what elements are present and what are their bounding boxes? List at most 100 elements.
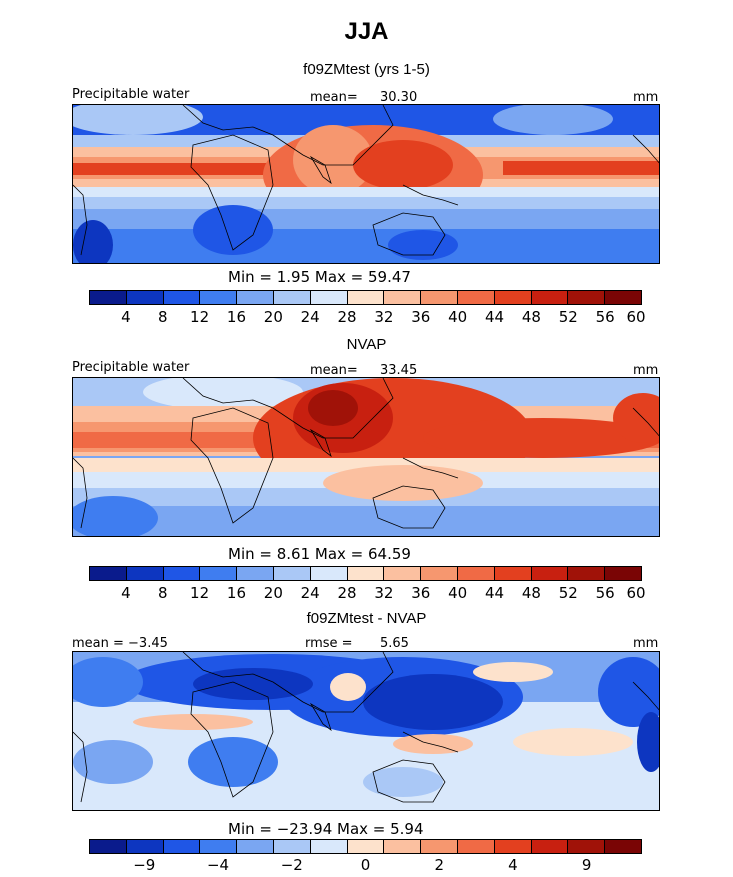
coastline-americas: [632, 681, 659, 711]
coastline-australia: [372, 212, 446, 256]
panel-3-rmse-label: rmse =: [305, 636, 353, 651]
colorbar-segment: [531, 291, 569, 304]
colorbar-tick-label: 20: [263, 584, 283, 602]
coastline-south-america: [73, 731, 88, 803]
colorbar-tick-label: 0: [360, 856, 371, 874]
panel-2-colorbar: [89, 566, 642, 581]
coastline-india: [309, 702, 332, 732]
colorbar-segment: [494, 567, 532, 580]
coastline-eurasia: [182, 105, 394, 166]
panel-3-units: mm: [633, 636, 659, 651]
panel-3-minmax: Min = −23.94 Max = 5.94: [228, 820, 424, 838]
colorbar-tick-label: 52: [558, 584, 578, 602]
panel-3-rmse-value: 5.65: [380, 636, 409, 651]
colorbar-tick-label: 16: [226, 308, 246, 326]
field-band: [73, 197, 659, 211]
field-region: [73, 657, 143, 707]
field-region: [133, 714, 253, 730]
coastline-south-america: [73, 457, 88, 529]
colorbar-segment: [384, 567, 422, 580]
panel-1-colorbar-ticks: 4 8 12 16 20 24 28 32 36 40 44 48 52 56 60: [89, 308, 646, 326]
coastline-maritime-continent: [402, 457, 459, 479]
colorbar-segment: [531, 567, 569, 580]
coastline-india: [309, 428, 332, 458]
field-region: [293, 125, 373, 195]
colorbar-tick-label: 48: [521, 308, 541, 326]
field-region: [363, 767, 443, 797]
coastline-africa: [190, 134, 274, 251]
colorbar-tick-label: 40: [448, 584, 468, 602]
colorbar-segment: [237, 840, 274, 853]
colorbar-segment: [200, 291, 238, 304]
panel-2-colorbar-ticks: 4 8 12 16 20 24 28 32 36 40 44 48 52 56 60: [89, 584, 645, 602]
colorbar-segment: [421, 567, 458, 580]
panel-2-minmax: Min = 8.61 Max = 64.59: [228, 545, 411, 563]
colorbar-tick-label: 32: [374, 584, 394, 602]
colorbar-tick-label: 24: [300, 308, 320, 326]
colorbar-segment: [457, 840, 495, 853]
panel-2-mean-value: 33.45: [380, 363, 418, 378]
field-region: [363, 674, 503, 730]
colorbar-tick-label: −4: [206, 856, 230, 874]
field-region: [613, 393, 659, 443]
colorbar-segment: [90, 840, 127, 853]
field-band: [73, 458, 659, 474]
colorbar-tick-label: 16: [226, 584, 246, 602]
panel-1-map: [72, 104, 660, 264]
field-region: [193, 668, 313, 700]
field-region: [188, 737, 278, 787]
colorbar-tick-label: 12: [190, 308, 210, 326]
field-region: [73, 740, 153, 784]
colorbar-segment: [126, 567, 164, 580]
colorbar-segment: [163, 291, 201, 304]
field-region: [73, 496, 158, 536]
coastline-south-america: [73, 184, 88, 256]
panel-1-title: f09ZMtest (yrs 1-5): [303, 61, 430, 78]
field-region: [423, 418, 659, 458]
coastline-australia: [372, 759, 446, 803]
colorbar-segment: [605, 840, 641, 853]
coastline-eurasia: [182, 652, 394, 713]
colorbar-segment: [163, 567, 201, 580]
colorbar-tick-label: 4: [508, 856, 518, 874]
colorbar-segment: [384, 291, 422, 304]
colorbar-segment: [347, 291, 385, 304]
colorbar-tick-label: 28: [337, 308, 357, 326]
field-region: [330, 673, 366, 701]
panel-2-map: [72, 377, 660, 537]
colorbar-segment: [126, 840, 164, 853]
colorbar-segment: [200, 840, 238, 853]
field-band: [503, 161, 659, 175]
field-region: [353, 140, 453, 190]
coastline-africa: [190, 407, 274, 524]
panel-2-title: NVAP: [346, 336, 387, 353]
colorbar-segment: [494, 840, 532, 853]
colorbar-tick-label: 8: [157, 584, 168, 602]
colorbar-tick-label: 12: [190, 584, 210, 602]
colorbar-tick-label: 52: [558, 308, 578, 326]
field-region: [323, 465, 483, 501]
colorbar-segment: [457, 291, 495, 304]
main-title: JJA: [344, 18, 389, 45]
colorbar-segment: [310, 567, 348, 580]
colorbar-segment: [605, 567, 641, 580]
coastline-maritime-continent: [402, 184, 459, 206]
coastline-americas: [632, 407, 659, 437]
field-region: [637, 712, 659, 772]
colorbar-tick-label: 56: [595, 308, 615, 326]
colorbar-tick-label: 8: [157, 308, 168, 326]
colorbar-tick-label: 36: [411, 584, 431, 602]
panel-2-field: [73, 378, 659, 536]
colorbar-segment: [568, 567, 606, 580]
colorbar-segment: [384, 840, 422, 853]
coastline-americas: [632, 134, 659, 164]
colorbar-segment: [90, 567, 127, 580]
colorbar-segment: [237, 567, 274, 580]
field-region: [598, 657, 659, 727]
colorbar-tick-label: 60: [626, 308, 646, 326]
field-region: [73, 105, 203, 135]
colorbar-tick-label: 32: [374, 308, 394, 326]
panel-1-mean-label: mean=: [310, 90, 358, 105]
colorbar-tick-label: −9: [133, 856, 156, 874]
colorbar-tick-label: 2: [434, 856, 444, 874]
